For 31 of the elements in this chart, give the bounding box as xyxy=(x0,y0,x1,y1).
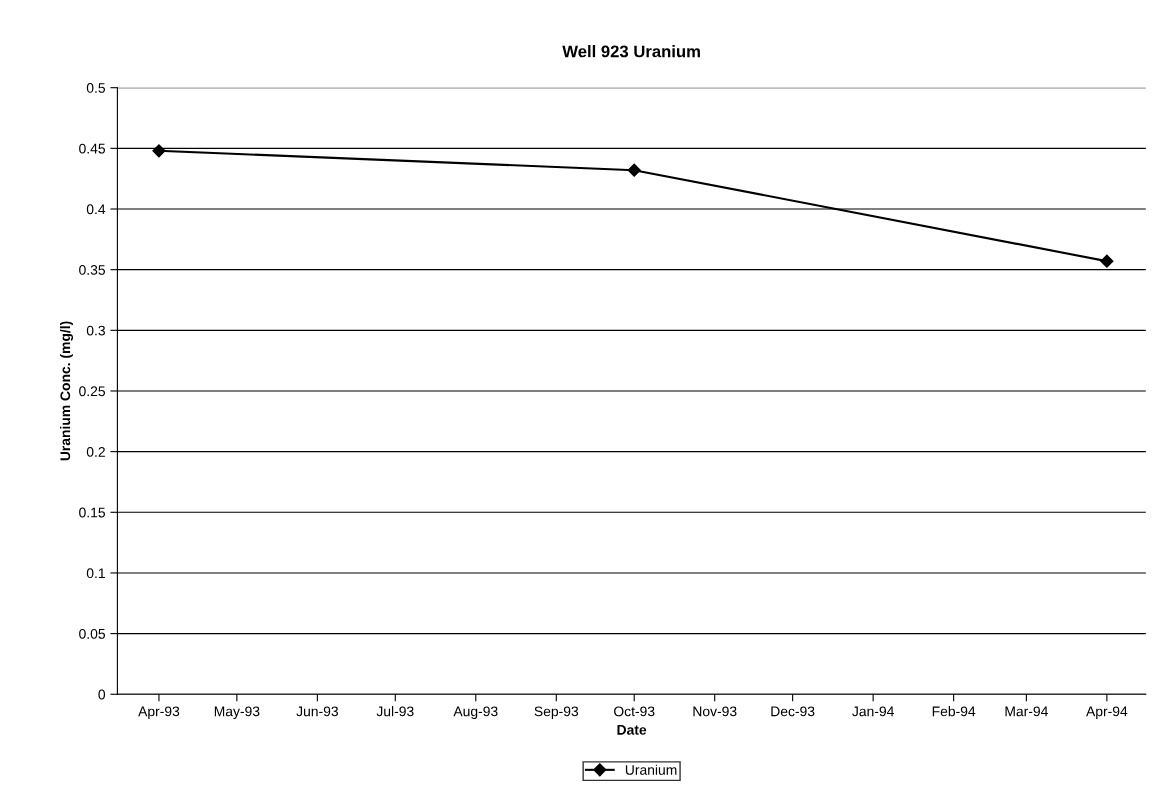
y-tick-label: 0.15 xyxy=(79,507,106,518)
x-axis-title: Date xyxy=(617,725,647,735)
x-tick-label: Dec-93 xyxy=(771,706,815,717)
x-tick-label: Nov-93 xyxy=(693,706,737,717)
x-tick-label: Feb-94 xyxy=(932,706,976,717)
y-tick-label: 0.3 xyxy=(86,325,105,336)
x-tick-label: Aug-93 xyxy=(453,706,498,720)
y-tick-label: 0 xyxy=(98,689,106,700)
y-tick-label: 0.45 xyxy=(79,143,106,154)
x-tick-label: Oct-93 xyxy=(614,706,655,717)
y-tick-label: 0.35 xyxy=(79,265,106,275)
y-tick-label: 0.4 xyxy=(86,204,106,215)
x-tick-label: Jul-93 xyxy=(376,706,414,717)
x-tick-label: Mar-94 xyxy=(1005,706,1048,717)
y-axis-title: Uranium Conc. (mg/l) xyxy=(60,321,74,461)
y-tick-label: 0.1 xyxy=(86,568,105,579)
legend-label: Uranium xyxy=(625,764,677,775)
chart-title: Well 923 Uranium xyxy=(562,45,700,58)
point xyxy=(627,163,641,177)
y-tick-label: 0.25 xyxy=(79,386,106,397)
y-tick-label: 0.5 xyxy=(86,83,106,93)
y-tick-label: 0.05 xyxy=(79,628,106,639)
y-tick-label: 0.2 xyxy=(86,446,105,457)
x-tick-label: Jan-94 xyxy=(852,706,894,717)
point xyxy=(1100,254,1114,268)
x-tick-label: Apr-94 xyxy=(1086,706,1128,720)
point xyxy=(152,144,166,158)
x-tick-label: Jun-93 xyxy=(296,706,338,717)
x-tick-label: Sep-93 xyxy=(534,706,579,720)
x-tick-label: May-93 xyxy=(214,706,260,720)
x-tick-label: Apr-93 xyxy=(138,706,180,720)
